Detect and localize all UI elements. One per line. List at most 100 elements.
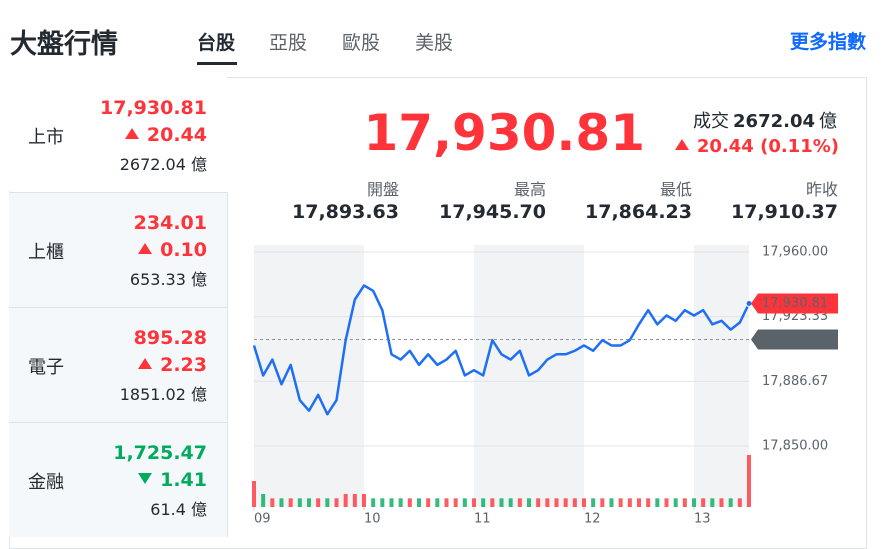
- x-tick-label: 13: [694, 512, 711, 527]
- market-name: 金融: [28, 472, 64, 493]
- volume-bar: [600, 498, 605, 507]
- market-volume: 61.4 億: [150, 500, 207, 519]
- change-value: 20.44: [146, 124, 207, 146]
- volume-bar: [692, 498, 696, 507]
- volume-bar: [371, 498, 376, 507]
- volume-bar: [637, 498, 641, 507]
- volume-bar: [627, 498, 632, 507]
- volume-bar: [609, 498, 614, 507]
- volume-bar: [618, 498, 623, 507]
- volume-bar: [655, 498, 660, 507]
- volume-bar: [343, 494, 348, 507]
- tab[interactable]: 歐股: [342, 32, 381, 54]
- volume-bar: [701, 498, 706, 507]
- quote-change: 20.44 (0.11%): [674, 136, 839, 157]
- volume-bar: [325, 498, 330, 507]
- volume-bar: [673, 498, 678, 507]
- volume-bar: [316, 498, 321, 507]
- arrow-icon: [674, 139, 689, 150]
- volume-bar: [435, 498, 440, 507]
- volume-bar: [270, 498, 275, 507]
- market-volume: 2672.04 億: [119, 155, 207, 174]
- volume-bar: [252, 481, 256, 507]
- quote-volume: 成交 2672.04 億: [691, 107, 839, 133]
- market-volume: 653.33 億: [129, 270, 207, 289]
- x-tick-label: 12: [584, 512, 601, 527]
- volume-bar: [728, 498, 733, 507]
- change-value: 2.23: [160, 354, 207, 376]
- market-row[interactable]: [9, 307, 228, 422]
- volume-bar: [472, 498, 476, 507]
- price-tag-label: 17,910.37: [762, 332, 828, 347]
- stat-value: 17,864.23: [585, 201, 692, 223]
- market-row[interactable]: [9, 422, 228, 537]
- volume-bar: [563, 498, 568, 507]
- volume-value: 2672.04: [733, 111, 815, 132]
- volume-bar: [682, 498, 687, 507]
- market-volume: 1851.02 億: [119, 385, 207, 404]
- market-name: 電子: [28, 357, 64, 378]
- volume-bar: [536, 498, 541, 507]
- volume-bar: [508, 498, 513, 507]
- change-value: 20.44 (0.11%): [696, 136, 839, 157]
- arrow-icon: [138, 243, 153, 254]
- market-row[interactable]: [9, 192, 228, 307]
- volume-bar: [398, 498, 403, 507]
- volume-bar: [719, 498, 724, 507]
- volume-bar: [462, 498, 467, 507]
- volume-bar: [591, 498, 596, 507]
- price-line: [252, 284, 751, 416]
- market-name: 上櫃: [28, 242, 64, 263]
- volume-bar: [710, 498, 715, 507]
- volume-bar: [747, 455, 751, 507]
- tab[interactable]: 美股: [415, 32, 454, 54]
- volume-bar: [499, 498, 504, 507]
- arrow-icon: [124, 128, 139, 139]
- volume-bar: [527, 498, 531, 507]
- market-change: 1.41: [138, 469, 207, 491]
- volume-bar: [545, 498, 550, 507]
- price-tag: [751, 293, 838, 314]
- volume-bar: [352, 494, 357, 507]
- time-band: [254, 245, 364, 507]
- more-link[interactable]: 更多指數: [789, 31, 866, 53]
- market-price: 234.01: [133, 212, 207, 234]
- volume-bar: [261, 494, 266, 507]
- market-price: 1,725.47: [113, 442, 207, 464]
- volume-bar: [389, 498, 394, 507]
- price-tag: [751, 329, 838, 350]
- volume-bar: [362, 494, 366, 507]
- volume-bar: [554, 498, 559, 507]
- market-name: 上市: [28, 127, 64, 148]
- y-tick-label: 17,850.00: [762, 439, 828, 454]
- arrow-icon: [138, 473, 153, 484]
- volume-bar: [453, 498, 458, 507]
- change-value: 0.10: [160, 239, 207, 261]
- volume-bar: [572, 498, 577, 507]
- quote-price: 17,930.81: [363, 104, 645, 162]
- volume-bar: [407, 498, 412, 507]
- volume-label: 成交: [693, 111, 730, 132]
- volume-bar: [481, 498, 486, 507]
- stat-value: 17,893.63: [292, 201, 399, 223]
- time-band: [694, 245, 749, 507]
- volume-bar: [307, 498, 311, 507]
- x-tick-label: 11: [474, 512, 491, 527]
- tab[interactable]: 亞股: [269, 32, 308, 54]
- volume-bar: [426, 498, 431, 507]
- volume-bar: [737, 498, 742, 507]
- market-change: 2.23: [138, 354, 207, 376]
- volume-bar: [279, 498, 284, 507]
- volume-bar: [646, 498, 651, 507]
- market-row[interactable]: [9, 77, 227, 191]
- stat-value: 17,910.37: [731, 201, 838, 223]
- y-tick-label: 17,886.67: [762, 374, 828, 389]
- tab[interactable]: 台股: [197, 32, 236, 54]
- page-title: 大盤行情: [10, 29, 118, 60]
- market-change: 0.10: [138, 239, 207, 261]
- stat-label: 最低: [659, 180, 692, 199]
- volume-bar: [444, 498, 449, 507]
- arrow-icon: [138, 358, 153, 369]
